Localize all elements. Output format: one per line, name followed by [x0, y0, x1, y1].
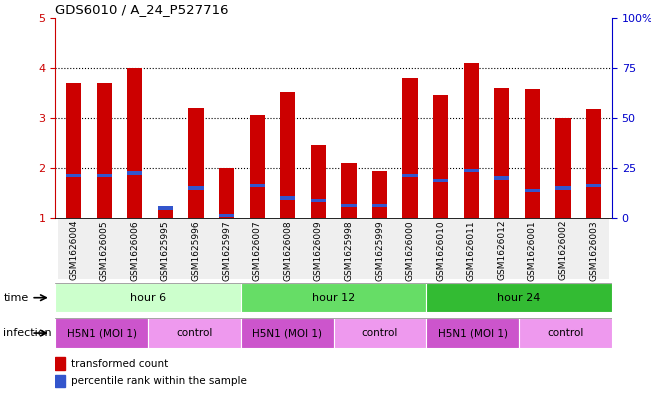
Bar — [586, 109, 602, 218]
Text: GSM1625998: GSM1625998 — [344, 220, 353, 281]
Bar — [242, 218, 273, 279]
Bar — [158, 206, 173, 210]
Text: hour 6: hour 6 — [130, 293, 166, 303]
Bar — [402, 174, 418, 177]
Text: GSM1626011: GSM1626011 — [467, 220, 476, 281]
Bar — [555, 186, 571, 190]
Bar — [333, 318, 426, 348]
Bar — [181, 218, 212, 279]
Bar — [433, 179, 449, 182]
Bar — [219, 214, 234, 217]
Text: GSM1626010: GSM1626010 — [436, 220, 445, 281]
Text: H5N1 (MOI 1): H5N1 (MOI 1) — [252, 328, 322, 338]
Text: percentile rank within the sample: percentile rank within the sample — [71, 376, 247, 386]
Bar — [280, 92, 296, 218]
Bar — [188, 108, 204, 218]
Text: GSM1626000: GSM1626000 — [406, 220, 415, 281]
Bar — [59, 218, 89, 279]
Bar — [89, 218, 120, 279]
Text: control: control — [547, 328, 584, 338]
Text: hour 12: hour 12 — [312, 293, 355, 303]
Text: control: control — [362, 328, 398, 338]
Text: GSM1625995: GSM1625995 — [161, 220, 170, 281]
Bar — [456, 218, 486, 279]
Text: GSM1625996: GSM1625996 — [191, 220, 201, 281]
Text: GDS6010 / A_24_P527716: GDS6010 / A_24_P527716 — [55, 4, 229, 17]
Text: GSM1626012: GSM1626012 — [497, 220, 506, 281]
Bar — [433, 95, 449, 218]
Text: GSM1626007: GSM1626007 — [253, 220, 262, 281]
Bar — [525, 189, 540, 192]
Bar — [188, 186, 204, 190]
Bar — [547, 218, 578, 279]
Bar — [311, 199, 326, 202]
Text: GSM1626008: GSM1626008 — [283, 220, 292, 281]
Bar — [55, 318, 148, 348]
Text: control: control — [176, 328, 213, 338]
Bar — [219, 168, 234, 218]
Bar — [273, 218, 303, 279]
Bar — [372, 204, 387, 208]
Bar — [517, 218, 547, 279]
Bar — [494, 176, 510, 180]
Bar — [555, 118, 571, 218]
Bar — [55, 357, 65, 369]
Text: GSM1626002: GSM1626002 — [559, 220, 568, 281]
Text: GSM1626003: GSM1626003 — [589, 220, 598, 281]
Bar — [249, 184, 265, 187]
Bar — [464, 63, 479, 218]
Text: GSM1625997: GSM1625997 — [222, 220, 231, 281]
Bar — [586, 184, 602, 187]
Text: GSM1626006: GSM1626006 — [130, 220, 139, 281]
Bar — [96, 83, 112, 218]
Bar — [241, 283, 426, 312]
Bar — [464, 169, 479, 172]
Text: GSM1626001: GSM1626001 — [528, 220, 537, 281]
Bar — [519, 318, 612, 348]
Bar — [120, 218, 150, 279]
Bar — [249, 116, 265, 218]
Bar — [402, 78, 418, 218]
Bar — [341, 163, 357, 218]
Text: transformed count: transformed count — [71, 358, 168, 369]
Text: GSM1626005: GSM1626005 — [100, 220, 109, 281]
Text: H5N1 (MOI 1): H5N1 (MOI 1) — [437, 328, 508, 338]
Text: GSM1626009: GSM1626009 — [314, 220, 323, 281]
Bar — [127, 171, 143, 175]
Bar — [148, 318, 241, 348]
Bar — [127, 68, 143, 218]
Text: H5N1 (MOI 1): H5N1 (MOI 1) — [66, 328, 137, 338]
Bar — [395, 218, 425, 279]
Bar — [372, 171, 387, 218]
Text: GSM1625999: GSM1625999 — [375, 220, 384, 281]
Bar — [486, 218, 517, 279]
Bar — [55, 283, 241, 312]
Text: infection: infection — [3, 328, 52, 338]
Text: time: time — [3, 293, 29, 303]
Bar — [158, 206, 173, 218]
Bar — [280, 196, 296, 200]
Bar — [55, 375, 65, 387]
Bar — [96, 174, 112, 177]
Bar — [578, 218, 609, 279]
Bar — [150, 218, 181, 279]
Bar — [494, 88, 510, 218]
Bar — [426, 283, 612, 312]
Bar — [525, 89, 540, 218]
Bar — [364, 218, 395, 279]
Text: GSM1626004: GSM1626004 — [69, 220, 78, 281]
Bar — [66, 174, 81, 177]
Bar — [426, 318, 519, 348]
Bar — [212, 218, 242, 279]
Bar — [66, 83, 81, 218]
Bar — [341, 204, 357, 208]
Bar — [241, 318, 333, 348]
Bar — [425, 218, 456, 279]
Bar — [333, 218, 364, 279]
Bar — [311, 145, 326, 218]
Text: hour 24: hour 24 — [497, 293, 541, 303]
Bar — [303, 218, 333, 279]
